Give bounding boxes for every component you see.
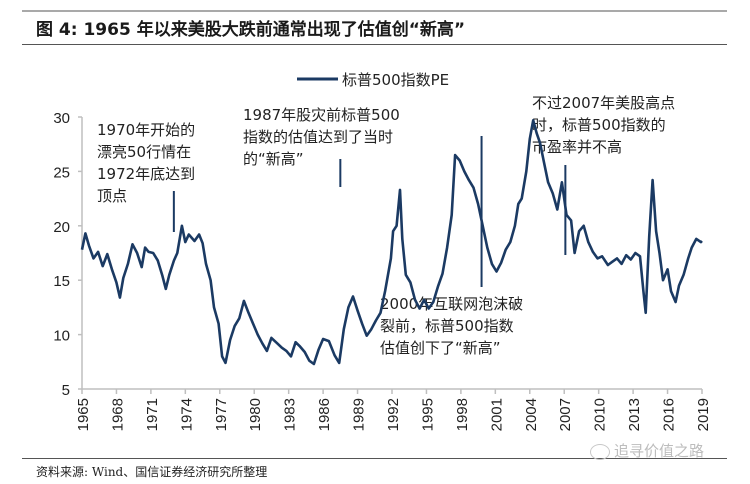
watermark: 追寻价值之路 [590,440,704,461]
x-tick-label: 2016 [661,398,678,431]
source-note: 资料来源: Wind、国信证券经济研究所整理 [36,465,268,479]
x-tick-label: 1986 [316,398,333,431]
x-tick-label: 2010 [592,398,609,431]
annotation-text: 裂前，标普500指数 [380,317,514,335]
annotation-text: 1970年开始的 [97,121,195,139]
annotation-text: 不过2007年美股高点 [532,94,675,112]
x-tick-label: 1989 [351,398,368,431]
annotation-text: 指数的估值达到了当时 [243,128,393,146]
title-rule [22,44,727,45]
axes: 5 10 15 20 25 30 1965 1968 1971 1974 1977 1980 1983 1… [53,110,712,431]
x-tick-label: 1974 [178,398,195,431]
y-tick-label: 30 [53,110,70,127]
x-tick-label: 1977 [213,398,230,431]
x-tick-label: 2004 [523,398,540,431]
x-tick-label: 2019 [695,398,712,431]
y-tick-label: 25 [53,164,70,181]
y-tick-label: 10 [53,328,70,345]
x-tick-label: 2013 [626,398,643,431]
watermark-text: 追寻价值之路 [614,442,705,460]
annotation-text: 2000年互联网泡沫破 [380,295,523,313]
annotation-text: 市盈率并不高 [532,138,622,156]
x-tick-label: 1968 [109,398,126,431]
y-tick-label: 15 [53,273,70,290]
annotation-text: 顶点 [97,187,127,205]
annotation-text: 时，标普500指数的 [532,116,666,134]
bottom-rule [22,458,727,459]
x-tick-label: 1980 [247,398,264,431]
annotation-text: 的“新高” [243,150,304,168]
series-line [80,119,703,366]
legend: 标普500指数PE [297,71,449,89]
x-tick-label: 1998 [454,398,471,431]
x-tick-label: 1965 [75,398,92,431]
x-tick-label: 2007 [557,398,574,431]
x-tick-label: 1995 [419,398,436,431]
top-rule [22,10,727,12]
y-tick-label: 20 [53,219,70,236]
x-tick-label: 1983 [282,398,299,431]
annotation-text: 1987年股灾前标普500 [243,106,400,124]
legend-label: 标普500指数PE [342,71,449,89]
annotation-text: 估值创下了“新高” [380,339,501,357]
x-tick-label: 1971 [144,398,161,431]
x-tick-label: 1992 [385,398,402,431]
figure-title: 图 4: 1965 年以来美股大跌前通常出现了估值创“新高” [36,20,466,40]
y-tick-label: 5 [62,382,70,399]
annotation-text: 1972年底达到 [97,165,195,183]
wechat-icon [590,443,610,460]
series [80,119,703,366]
x-tick-label: 2001 [488,398,505,431]
annotation-text: 漂亮50行情在 [97,143,191,161]
